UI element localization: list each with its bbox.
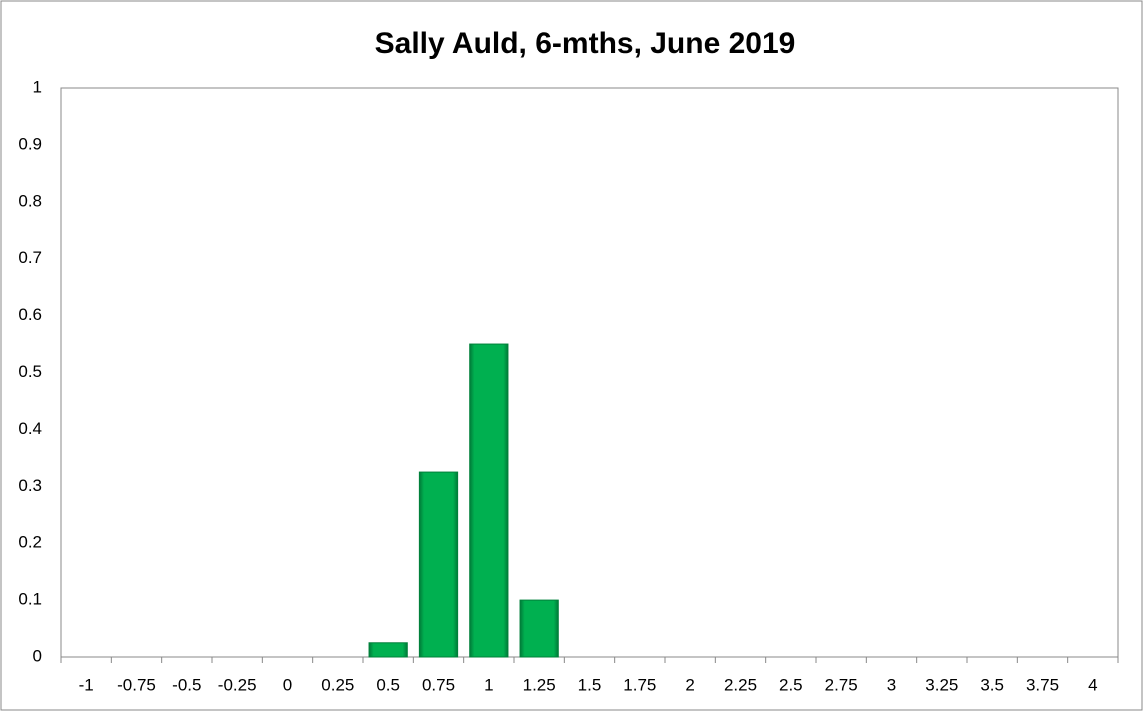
y-tick-label: 0.5 [18,362,42,381]
x-tick-label: -0.75 [117,675,156,694]
bar [368,642,408,658]
y-tick-label: 0.1 [18,590,42,609]
x-tick-label: 0.75 [422,675,455,694]
x-tick-label: 0.25 [321,675,354,694]
x-tick-label: 2.5 [779,675,803,694]
y-tick-label: 0.8 [18,191,42,210]
x-tick-label: 2.25 [724,675,757,694]
x-tick-label: -0.5 [172,675,201,694]
x-tick-label: 4 [1088,675,1097,694]
x-tick-label: -1 [79,675,94,694]
y-tick-label: 0.3 [18,476,42,495]
x-tick-label: 2.75 [825,675,858,694]
bar [418,471,459,658]
y-tick-label: 1 [33,77,42,96]
x-tick-label: 1 [484,675,493,694]
x-tick-label: 1.75 [623,675,656,694]
x-tick-label: 1.25 [523,675,556,694]
chart-title: Sally Auld, 6-mths, June 2019 [375,27,796,60]
x-tick-label: 3.5 [980,675,1004,694]
bar [519,599,559,658]
y-tick-label: 0.2 [18,533,42,552]
y-tick-label: 0.4 [18,419,42,438]
y-tick-label: 0.9 [18,134,42,153]
bar [469,343,509,658]
x-tick-label: 2 [685,675,694,694]
x-tick-label: 3.25 [925,675,958,694]
x-tick-label: 3 [887,675,896,694]
x-tick-label: 3.75 [1026,675,1059,694]
y-tick-label: 0.7 [18,248,42,267]
x-tick-label: -0.25 [218,675,257,694]
x-tick-label: 0 [283,675,292,694]
y-tick-label: 0.6 [18,305,42,324]
y-tick-label: 0 [33,646,42,665]
x-tick-label: 1.5 [578,675,602,694]
x-tick-label: 0.5 [376,675,400,694]
